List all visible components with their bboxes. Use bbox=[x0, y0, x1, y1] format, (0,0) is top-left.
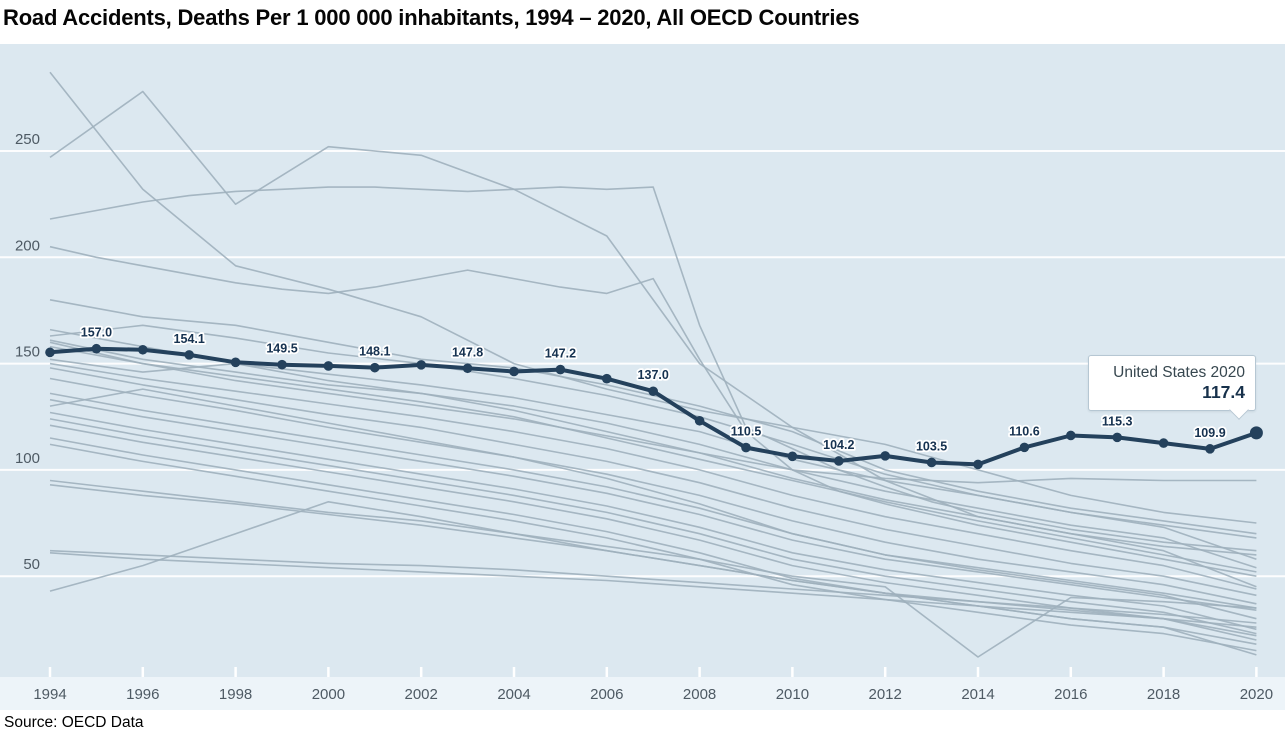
background-country-line bbox=[49, 392, 1257, 609]
us-point[interactable] bbox=[787, 451, 798, 462]
us-point[interactable] bbox=[1112, 432, 1122, 443]
us-point[interactable] bbox=[230, 357, 241, 368]
tooltip-value: 117.4 bbox=[1202, 382, 1245, 402]
us-point-label: 103.5 bbox=[916, 439, 947, 453]
y-tick-label: 150 bbox=[15, 344, 40, 361]
y-tick-label: 50 bbox=[23, 556, 40, 573]
us-point[interactable] bbox=[91, 343, 102, 354]
us-point[interactable] bbox=[648, 386, 658, 397]
y-tick-label: 250 bbox=[15, 131, 40, 148]
y-tick-label: 200 bbox=[15, 237, 40, 254]
background-country-line bbox=[49, 377, 1257, 605]
us-point-label: 148.1 bbox=[359, 345, 390, 359]
us-point-final[interactable] bbox=[1249, 426, 1263, 440]
us-point[interactable] bbox=[880, 451, 890, 461]
us-point[interactable] bbox=[1019, 442, 1030, 453]
background-country-line bbox=[49, 341, 1257, 484]
us-point[interactable] bbox=[323, 361, 334, 371]
background-country-line bbox=[49, 411, 1257, 631]
x-tick-label: 1996 bbox=[126, 686, 159, 703]
background-country-line bbox=[49, 500, 1257, 656]
background-country-line bbox=[49, 339, 1257, 569]
us-point-label: 110.6 bbox=[1009, 424, 1040, 438]
us-point[interactable] bbox=[834, 456, 844, 466]
x-tick-label: 2016 bbox=[1054, 686, 1087, 703]
x-tick-label: 2000 bbox=[312, 686, 345, 703]
us-point[interactable] bbox=[184, 350, 194, 360]
chart-area: 50 100 150 200 250 1994 1996 1998 2000 2002 2004 20… bbox=[0, 44, 1285, 710]
us-point[interactable] bbox=[1066, 430, 1076, 441]
us-point-label: 104.2 bbox=[823, 438, 854, 452]
us-point[interactable] bbox=[741, 442, 751, 453]
us-point[interactable] bbox=[138, 344, 148, 355]
chart-title: Road Accidents, Deaths Per 1 000 000 inh… bbox=[3, 5, 860, 30]
us-point-label: 154.1 bbox=[174, 332, 205, 346]
x-axis-strip bbox=[0, 677, 1285, 710]
x-tick-label: 2020 bbox=[1240, 686, 1273, 703]
background-country-line bbox=[49, 362, 1257, 590]
us-point-label: 109.9 bbox=[1194, 426, 1225, 440]
x-tick-label: 2006 bbox=[590, 686, 623, 703]
x-tick-label: 2012 bbox=[869, 686, 902, 703]
us-point-label: 115.3 bbox=[1102, 414, 1133, 428]
us-point[interactable] bbox=[1205, 444, 1215, 454]
x-tick-label: 2008 bbox=[683, 686, 716, 703]
us-point-label: 147.2 bbox=[545, 347, 576, 361]
y-tick-label: 100 bbox=[15, 450, 40, 467]
x-tick-label: 2004 bbox=[497, 686, 530, 703]
background-country-line bbox=[49, 71, 1257, 524]
us-point[interactable] bbox=[926, 457, 937, 468]
background-country-line bbox=[49, 245, 1257, 577]
background-country-line bbox=[49, 324, 1257, 560]
x-tick-label: 1998 bbox=[219, 686, 252, 703]
background-country-line bbox=[49, 398, 1257, 611]
background-country-line bbox=[49, 186, 1257, 552]
x-tick-label: 2010 bbox=[776, 686, 809, 703]
us-point[interactable] bbox=[462, 363, 473, 374]
us-point[interactable] bbox=[416, 360, 427, 370]
x-tick-label: 1994 bbox=[33, 686, 66, 703]
source-note: Source: OECD Data bbox=[4, 714, 144, 731]
x-tick-label: 2002 bbox=[405, 686, 438, 703]
us-point-label: 147.8 bbox=[452, 345, 483, 359]
us-point-label: 110.5 bbox=[731, 425, 762, 439]
background-country-line bbox=[49, 358, 1257, 588]
background-country-line bbox=[49, 424, 1257, 641]
line-chart-canvas: 50 100 150 200 250 1994 1996 1998 2000 2002 2004 20… bbox=[0, 44, 1285, 710]
us-point[interactable] bbox=[602, 373, 612, 384]
us-point[interactable] bbox=[555, 364, 566, 375]
background-country-line bbox=[49, 345, 1257, 573]
us-point[interactable] bbox=[370, 362, 380, 373]
us-point[interactable] bbox=[509, 366, 519, 377]
us-point[interactable] bbox=[694, 415, 705, 426]
us-point-label: 137.0 bbox=[638, 368, 669, 382]
us-point-label: 157.0 bbox=[81, 326, 112, 340]
us-point-label: 149.5 bbox=[266, 342, 297, 356]
background-country-line bbox=[49, 418, 1257, 635]
background-country-line bbox=[49, 552, 1257, 637]
us-point[interactable] bbox=[1158, 438, 1169, 448]
us-point[interactable] bbox=[973, 459, 983, 470]
tooltip-label: United States 2020 bbox=[1113, 364, 1245, 381]
x-tick-label: 2018 bbox=[1147, 686, 1180, 703]
background-country-line bbox=[49, 443, 1257, 652]
us-point[interactable] bbox=[45, 347, 55, 358]
us-point[interactable] bbox=[277, 359, 287, 370]
background-country-line bbox=[49, 388, 1257, 620]
tooltip-united-states-2020: United States 2020 117.4 bbox=[1088, 355, 1256, 411]
background-country-line bbox=[49, 367, 1257, 597]
x-tick-label: 2014 bbox=[961, 686, 994, 703]
background-country-line bbox=[49, 549, 1257, 624]
